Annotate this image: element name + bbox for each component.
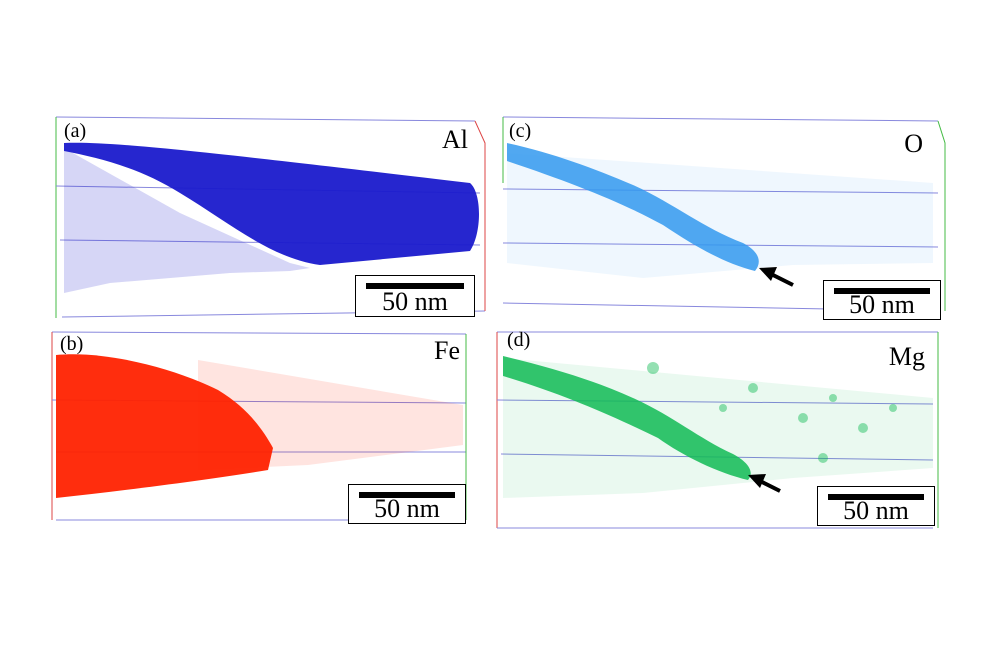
element-label-fe: Fe bbox=[434, 336, 460, 365]
panel-label-a: (a) bbox=[64, 120, 87, 142]
scale-bar-c: 50 nm bbox=[823, 280, 941, 320]
panel-label-d: (d) bbox=[507, 329, 531, 351]
scale-bar-a: 50 nm bbox=[355, 275, 475, 317]
reconstruction-box-d bbox=[496, 331, 939, 529]
panel-c: (c) O 50 nm bbox=[493, 113, 953, 323]
element-label-mg: Mg bbox=[888, 342, 925, 371]
atom-cloud-dense-b bbox=[56, 354, 273, 498]
atom-band-d bbox=[503, 356, 751, 480]
scale-bar-d: 50 nm bbox=[817, 486, 935, 526]
panel-label-b: (b) bbox=[60, 333, 84, 355]
reconstruction-box-a bbox=[55, 116, 486, 318]
panel-b: (b) Fe 50 nm bbox=[48, 330, 478, 530]
scale-bar-b: 50 nm bbox=[348, 484, 466, 524]
scale-bar-line bbox=[366, 283, 464, 289]
element-label-al: Al bbox=[442, 125, 468, 154]
reconstruction-box-c bbox=[502, 116, 946, 312]
scale-bar-line bbox=[828, 494, 924, 500]
panel-d: (d) Mg 50 nm bbox=[493, 328, 953, 533]
scale-bar-label: 50 nm bbox=[382, 287, 448, 316]
scale-bar-line bbox=[359, 492, 455, 498]
element-label-o: O bbox=[904, 129, 923, 158]
scale-bar-label: 50 nm bbox=[843, 496, 909, 525]
arrow-icon bbox=[759, 267, 794, 287]
atom-cloud-dense-a bbox=[64, 142, 479, 265]
panel-a: (a) Al 50 nm bbox=[50, 113, 490, 323]
atom-cloud-sparse-a bbox=[64, 148, 310, 293]
panel-label-c: (c) bbox=[509, 120, 532, 142]
atom-band-c bbox=[507, 143, 759, 271]
scale-bar-line bbox=[834, 288, 930, 294]
scale-bar-label: 50 nm bbox=[849, 290, 915, 319]
scale-bar-label: 50 nm bbox=[374, 494, 440, 523]
precipitates-d bbox=[647, 362, 897, 463]
arrow-icon bbox=[748, 474, 781, 493]
reconstruction-box-b bbox=[51, 331, 467, 521]
